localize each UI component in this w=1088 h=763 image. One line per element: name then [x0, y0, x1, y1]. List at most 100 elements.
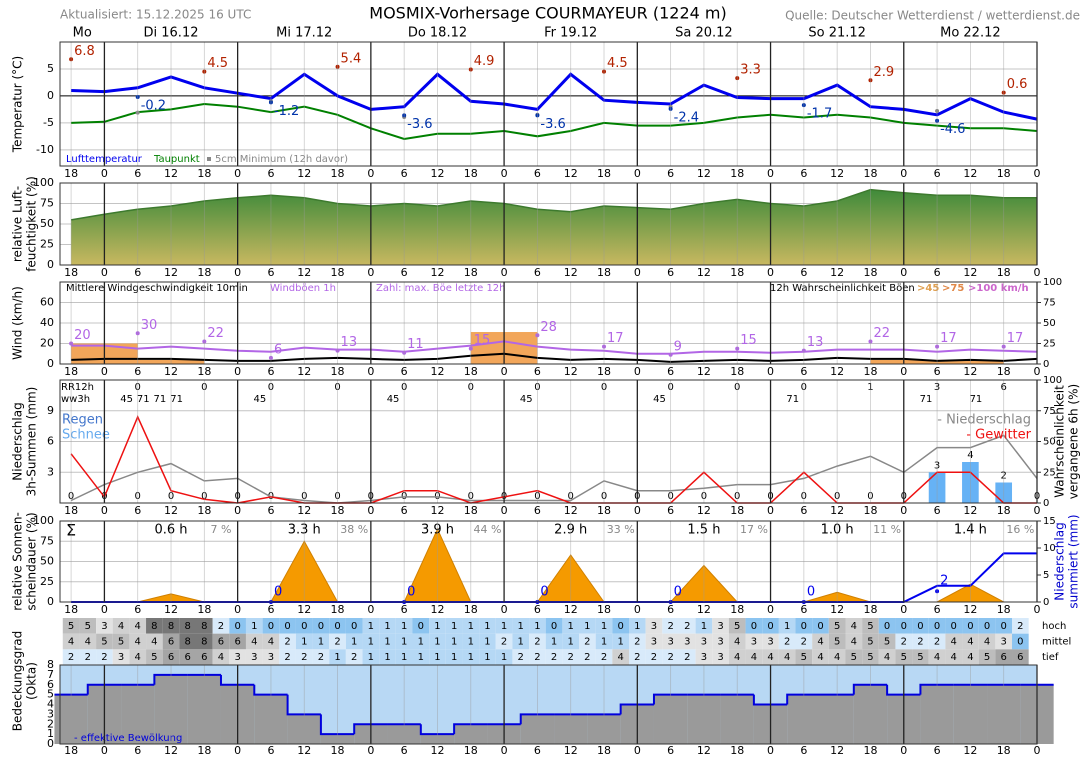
x-tick-label: 12 [963, 365, 977, 378]
cloud-cell-label: 0 [751, 621, 757, 632]
cloud-line [153, 673, 188, 685]
x-tick-label: 0 [900, 266, 907, 279]
cloud-cell [995, 649, 1013, 665]
x-tick-label: 0 [101, 167, 108, 180]
cloud-cell-label: 4 [784, 652, 790, 663]
cloud-cell-label: 0 [901, 621, 907, 632]
x-tick-label: 18 [597, 744, 611, 757]
cumulative-label: 2 [940, 574, 948, 589]
cloud-cell-label: 3 [651, 621, 657, 632]
cloud-cell [162, 633, 180, 650]
cloud-cell-label: 4 [734, 652, 740, 663]
cloud-cell-label: 2 [901, 637, 907, 648]
cloud-cell-label: 4 [817, 637, 823, 648]
y-axis-title: feuchtigkeit (%) [25, 176, 39, 272]
cloud-cell-label: 1 [584, 621, 590, 632]
cloud-cell-label: 0 [318, 621, 324, 632]
cloud-cell [828, 649, 846, 665]
plot-frame [59, 182, 1038, 266]
y2-tick-label: 0 [1043, 597, 1049, 608]
cloud-cell-label: 5 [867, 637, 873, 648]
cloud-cell [845, 618, 863, 634]
cloud-cell [62, 649, 80, 665]
x-tick-label: 12 [963, 167, 977, 180]
cumulative-label: 0 [274, 585, 282, 600]
cloud-cell-label: 3 [701, 652, 707, 663]
cloud-cell-label: 0 [951, 621, 957, 632]
x-tick-label: 6 [534, 365, 541, 378]
cloud-cell [262, 618, 280, 634]
cloud-cell [495, 618, 513, 634]
cloud-cell-label: 1 [568, 637, 574, 648]
y-axis-title: Bedeckungsgrad [11, 631, 25, 731]
x-tick-label: 18 [331, 365, 345, 378]
cloud-cell [495, 649, 513, 665]
x-tick-label: 0 [634, 504, 641, 517]
y2-tick-label: 75 [1043, 406, 1056, 417]
cloud-cell-label: 2 [284, 637, 290, 648]
cloud-cell-label: 6 [168, 637, 174, 648]
cloud-cell [345, 649, 363, 665]
cloud-cell [96, 633, 113, 650]
cloud-cell-label: 1 [601, 621, 607, 632]
y2-tick-label: 50 [1043, 318, 1056, 329]
cloud-cell-label: 2 [534, 652, 540, 663]
cloud-cell-label: 2 [534, 637, 540, 648]
x-tick-label: 6 [934, 504, 941, 517]
cloud-cell [878, 633, 896, 650]
legend-strip [60, 282, 1037, 293]
cloud-cell-label: 1 [501, 652, 507, 663]
legend-label: 5cm Minimum (12h davor) [215, 154, 348, 165]
cloud-cell-label: 2 [85, 652, 91, 663]
y-tick-label: 4 [47, 698, 54, 711]
x-tick-label: 6 [800, 603, 807, 616]
cloud-cell-label: 0 [268, 621, 274, 632]
cloud-cell [695, 633, 713, 650]
cloud-cell [962, 649, 979, 665]
cloud-cell-label: 8 [151, 621, 157, 632]
x-tick-label: 0 [234, 266, 241, 279]
x-tick-label: 6 [134, 603, 141, 616]
x-tick-label: 18 [597, 365, 611, 378]
x-tick-label: 6 [401, 744, 408, 757]
cloud-cell [762, 633, 779, 650]
cloud-cell-label: 5 [151, 652, 157, 663]
cloud-cell-label: 4 [218, 652, 224, 663]
x-tick-label: 0 [367, 266, 374, 279]
x-tick-label: 0 [501, 365, 508, 378]
cloud-cell [962, 633, 979, 650]
gust-label: 30 [141, 318, 158, 333]
cloud-cell [129, 633, 147, 650]
cloud-cell [412, 618, 430, 634]
cloud-cell [445, 649, 463, 665]
cloud-cell-label: 8 [201, 621, 207, 632]
cloud-line [752, 694, 788, 706]
cloud-cell [995, 633, 1013, 650]
x-tick-label: 18 [597, 504, 611, 517]
y-tick-label: 6 [47, 435, 54, 448]
cloud-cell [362, 649, 380, 665]
cloud-cell-label: 2 [518, 652, 524, 663]
cloud-cell [512, 618, 530, 634]
updated: Aktualisiert: 15.12.2025 16 UTC [60, 8, 251, 22]
x-tick-label: 18 [730, 603, 744, 616]
gust-label: 11 [407, 337, 424, 352]
cloud-cell-label: 5 [834, 637, 840, 648]
cloud-cell-label: 3 [684, 637, 690, 648]
cloud-cell [379, 633, 396, 650]
cloud-cell [295, 618, 313, 634]
y2-tick-label: 50 [1043, 437, 1056, 448]
cloud-cell-label: 4 [151, 637, 157, 648]
x-tick-label: 6 [934, 365, 941, 378]
x-tick-label: 18 [331, 504, 345, 517]
cloud-cell [429, 633, 446, 650]
cloud-cell-label: 5 [734, 621, 740, 632]
cloud-cell-label: 1 [418, 652, 424, 663]
cloud-cell [112, 649, 130, 665]
cloud-cell [895, 633, 913, 650]
x-tick-label: 18 [464, 167, 478, 180]
x-tick-label: 18 [331, 167, 345, 180]
x-tick-label: 12 [430, 266, 444, 279]
cloud-cell-label: 2 [684, 652, 690, 663]
